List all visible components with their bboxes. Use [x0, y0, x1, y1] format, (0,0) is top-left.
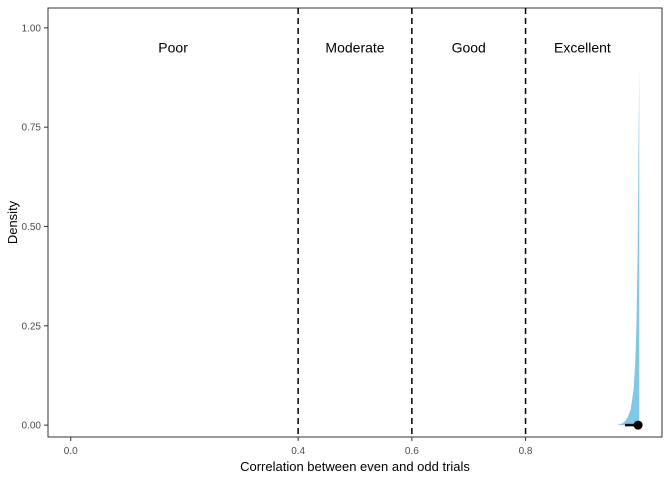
y-axis: 0.00 0.25 0.50 0.75 1.00	[22, 23, 48, 432]
y-tick-label: 0.25	[22, 321, 42, 332]
region-label: Excellent	[554, 40, 611, 56]
point-estimate-dot	[633, 420, 643, 430]
y-tick-label: 1.00	[22, 23, 42, 34]
region-labels: Poor Moderate Good Excellent	[158, 40, 611, 56]
region-label: Moderate	[325, 40, 384, 56]
threshold-lines	[297, 8, 527, 437]
region-label: Poor	[158, 40, 188, 56]
point-estimate	[625, 420, 643, 430]
x-axis: 0.0 0.4 0.6 0.8	[64, 437, 533, 457]
x-axis-title: Correlation between even and odd trials	[240, 459, 470, 474]
plot-panel	[47, 7, 663, 438]
x-tick-label: 0.0	[64, 446, 78, 457]
y-axis-title: Density	[5, 200, 20, 244]
y-tick-label: 0.75	[22, 123, 42, 134]
y-tick-label: 0.50	[22, 222, 42, 233]
y-tick-label: 0.00	[22, 421, 42, 432]
density-area	[616, 67, 640, 426]
x-tick-label: 0.4	[291, 446, 305, 457]
x-tick-label: 0.8	[519, 446, 533, 457]
density-layer	[616, 67, 640, 426]
region-label: Good	[452, 40, 486, 56]
x-tick-label: 0.6	[405, 446, 419, 457]
